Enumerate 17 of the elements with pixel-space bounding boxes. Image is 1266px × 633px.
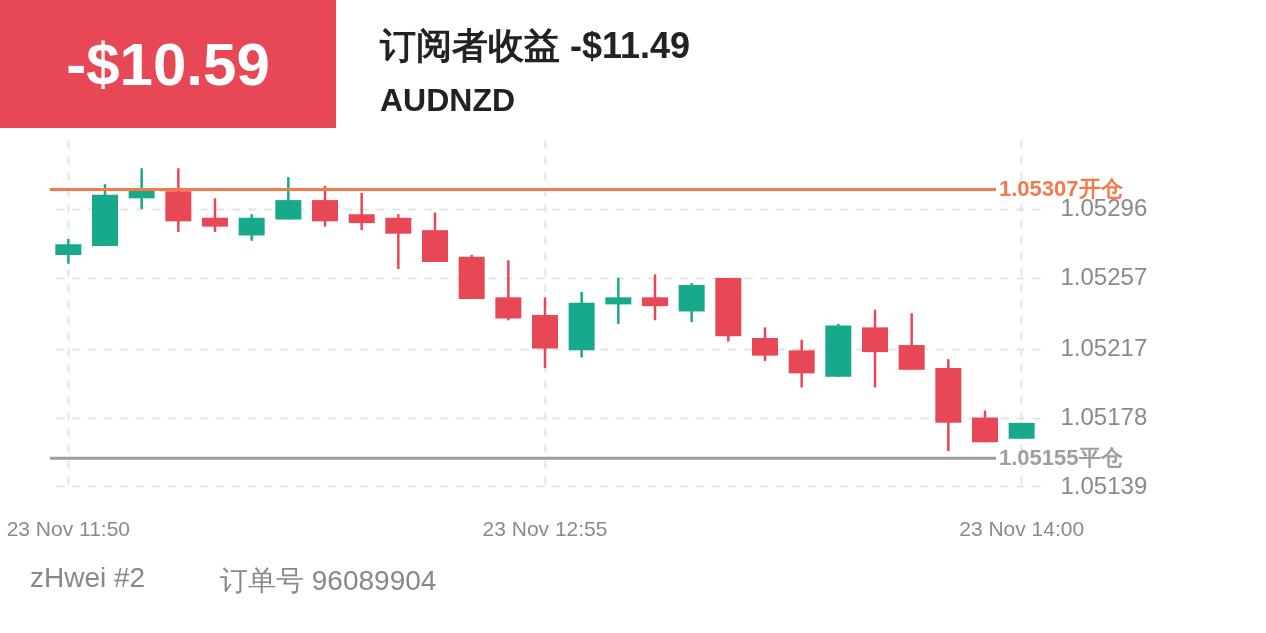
candlestick xyxy=(202,197,228,234)
chart-title: 订阅者收益 -$11.49 xyxy=(379,25,691,66)
y-tick-label: 1.05178 xyxy=(1060,403,1148,431)
text: -$10.59 xyxy=(0,0,336,128)
y-tick-label: 1.05217 xyxy=(1060,334,1148,362)
chart-subtitle: AUDNZD xyxy=(380,82,516,118)
y-tick-label: 1.05257 xyxy=(1060,263,1148,291)
x-tick-label: 23 Nov 11:50 xyxy=(6,516,131,540)
candlestick xyxy=(642,273,668,322)
x-tick-label: 23 Nov 12:55 xyxy=(482,516,608,540)
candlestick xyxy=(605,276,632,326)
ref-line-label: 1.05155平仓 xyxy=(999,445,1124,471)
x-tick-label: 23 Nov 14:00 xyxy=(959,516,1085,540)
text: 订单号 96089904 xyxy=(220,564,437,598)
y-tick-label: 1.05139 xyxy=(1060,471,1148,499)
candlestick xyxy=(348,191,375,232)
text: zHwei #2 xyxy=(30,562,146,594)
